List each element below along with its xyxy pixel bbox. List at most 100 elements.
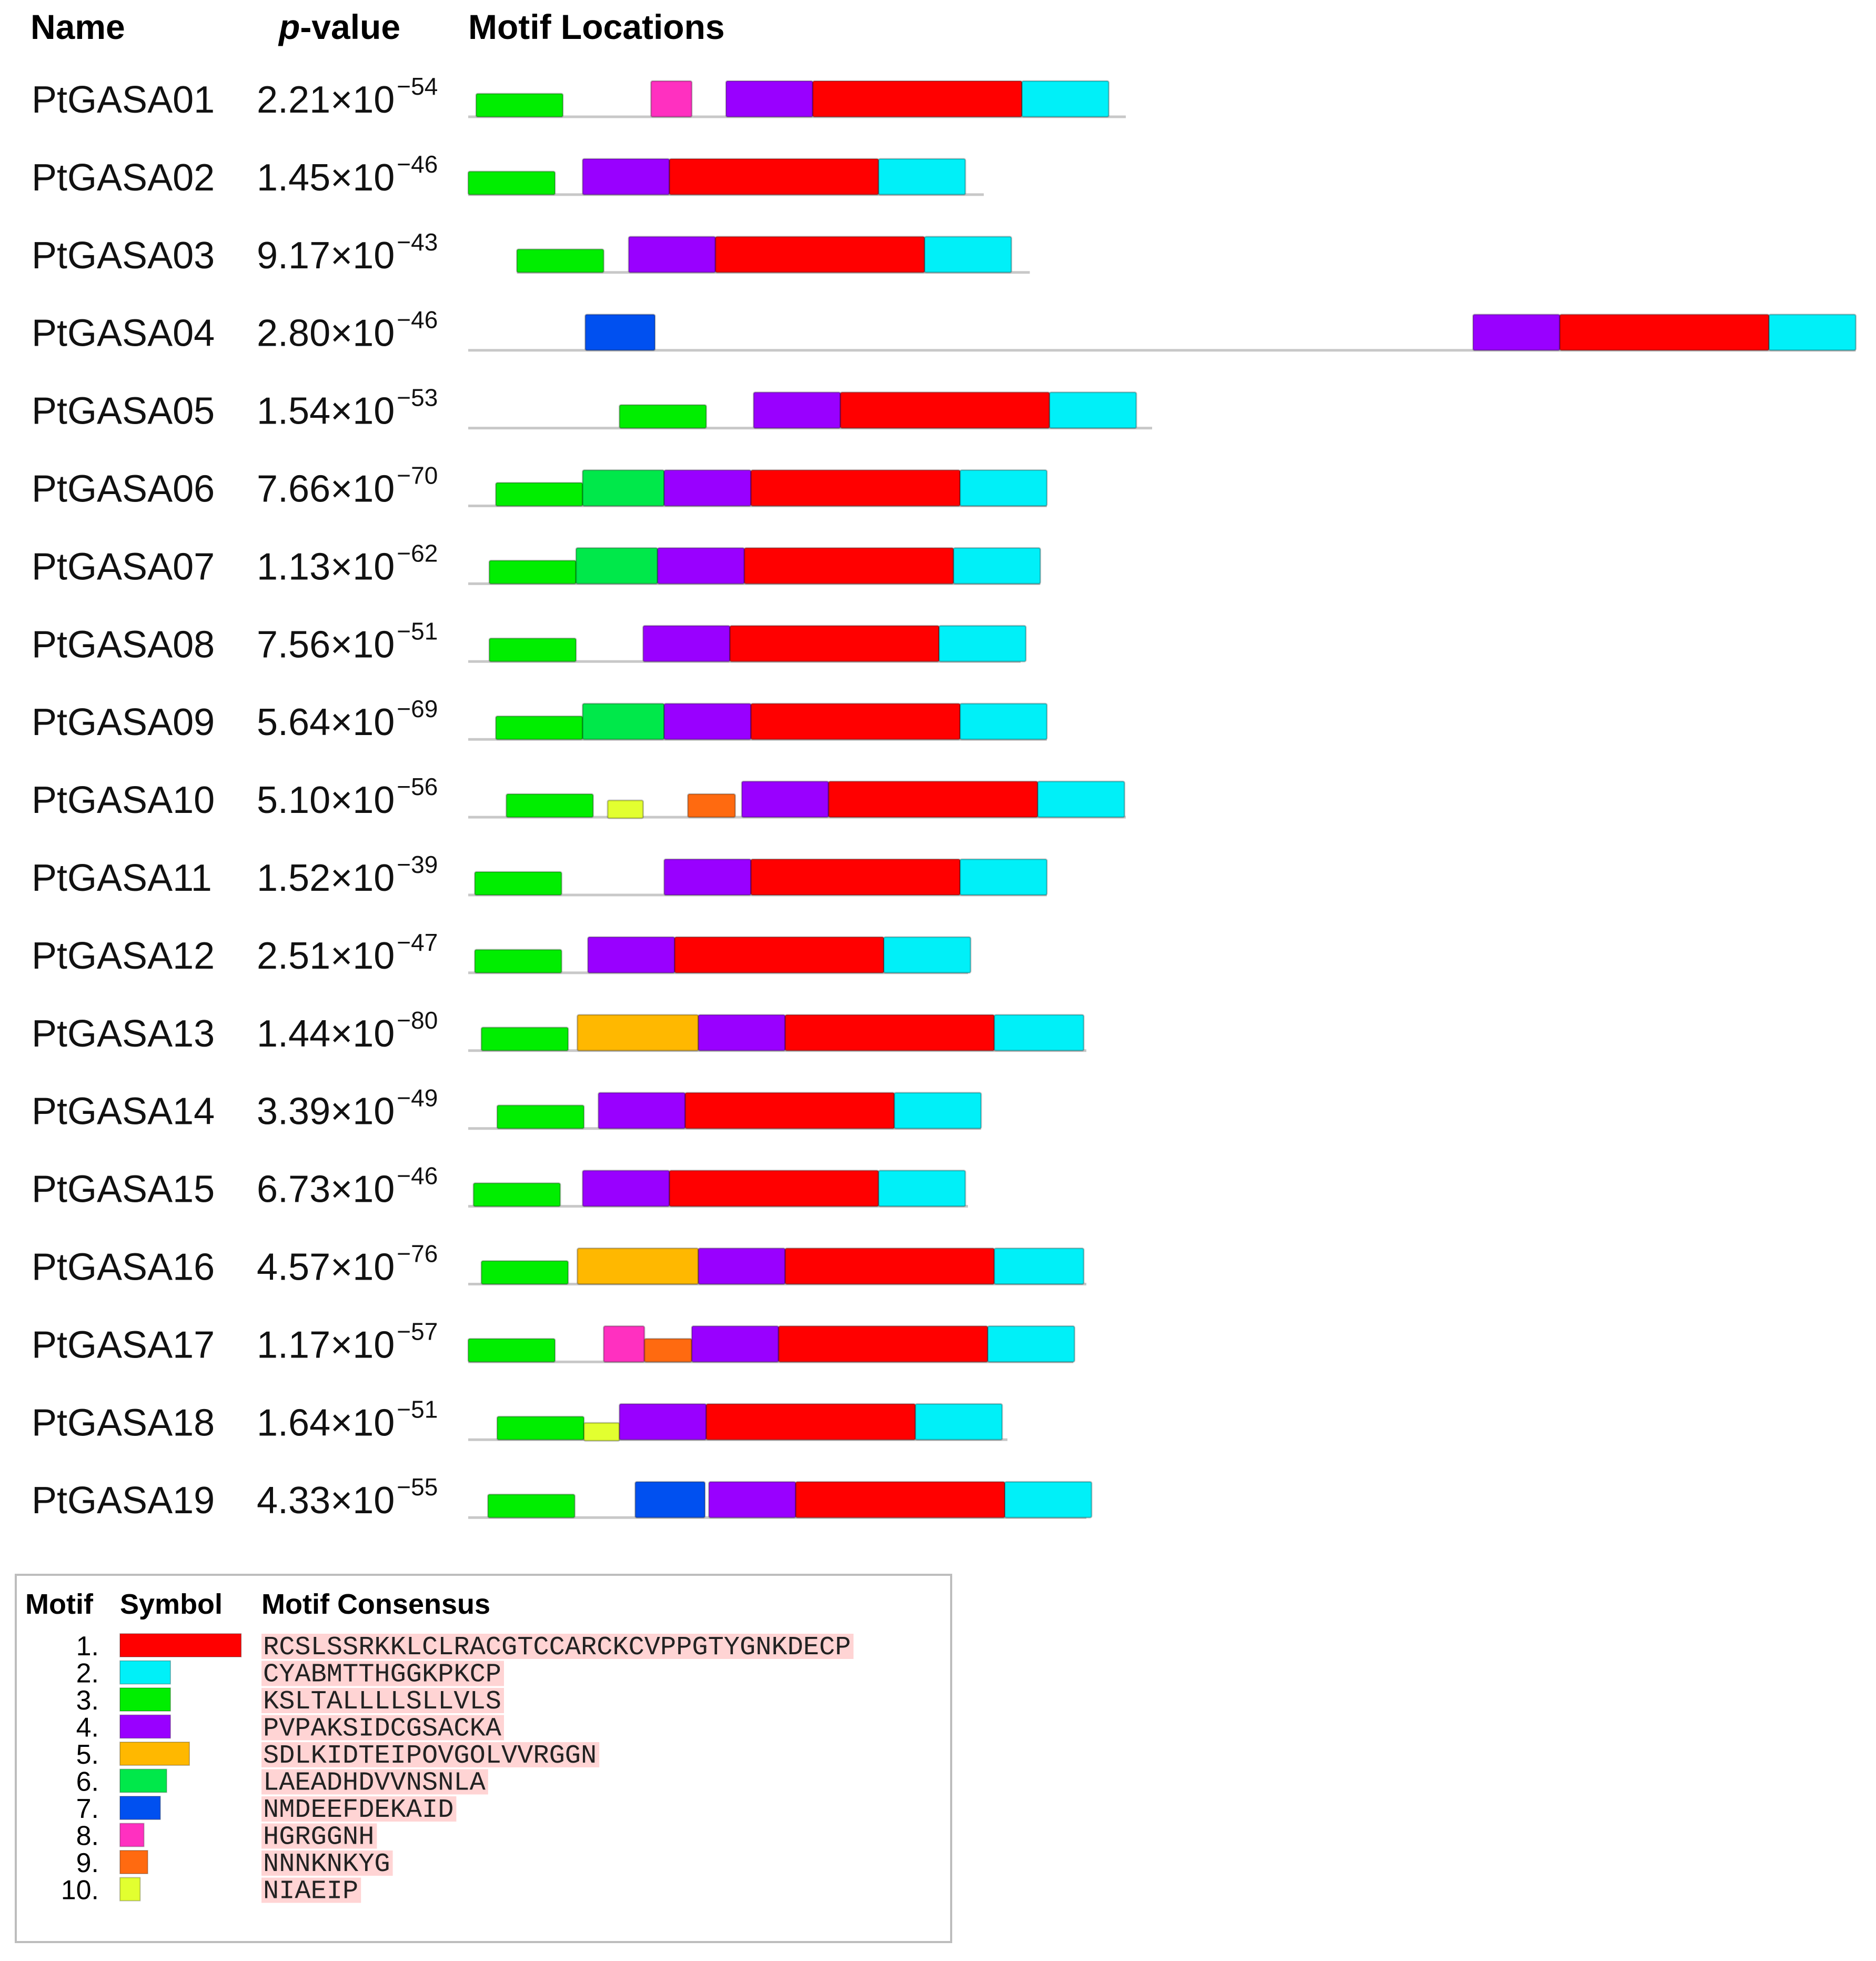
pvalue-mantissa: 3.39 bbox=[257, 1091, 330, 1133]
motif-8-block bbox=[650, 80, 693, 118]
motif-1-block bbox=[784, 1014, 995, 1052]
sequence-pvalue: 4.33×10−55 bbox=[257, 1473, 438, 1522]
pvalue-mantissa: 1.64 bbox=[257, 1402, 330, 1444]
legend-symbol-7 bbox=[119, 1796, 161, 1820]
legend-item: 6. LAEADHDVVNSNLA bbox=[76, 1767, 488, 1798]
legend-motif-number: 8. bbox=[76, 1821, 99, 1852]
sequence-row: PtGASA10 5.10×10−56 bbox=[32, 773, 1126, 821]
legend-consensus: CYABMTTHGGKPKCP bbox=[263, 1660, 501, 1690]
motif-1-block bbox=[778, 1325, 989, 1363]
sequence-row: PtGASA06 7.66×10−70 bbox=[32, 462, 1048, 510]
pvalue-exponent: −53 bbox=[397, 384, 438, 411]
legend-symbol-3 bbox=[119, 1687, 171, 1712]
pvalue-mantissa: 5.10 bbox=[257, 779, 330, 821]
header-motif-locations: Motif Locations bbox=[468, 7, 725, 46]
legend-consensus: NIAEIP bbox=[263, 1877, 358, 1907]
legend-item: 8. HGRGGNH bbox=[76, 1821, 377, 1853]
consensus-highlight bbox=[261, 1661, 504, 1686]
legend-item: 9. NNNKNKYG bbox=[76, 1848, 393, 1879]
motif-3-block bbox=[619, 404, 707, 429]
motif-4-block bbox=[691, 1325, 780, 1363]
motif-1-block bbox=[1559, 314, 1770, 351]
motif-1-block bbox=[840, 391, 1051, 429]
motif-1-block bbox=[684, 1092, 895, 1130]
pvalue-times-ten: ×10 bbox=[330, 1324, 395, 1366]
pvalue-exponent: −46 bbox=[397, 306, 438, 334]
motif-6-block bbox=[575, 547, 659, 585]
legend-consensus: NMDEEFDEKAID bbox=[263, 1795, 453, 1825]
header-pvalue-rest: -value bbox=[300, 7, 400, 46]
motif-4-block bbox=[753, 391, 841, 429]
pvalue-times-ten: ×10 bbox=[330, 779, 395, 821]
pvalue-times-ten: ×10 bbox=[330, 1480, 395, 1522]
motif-2-block bbox=[938, 625, 1027, 662]
pvalue-times-ten: ×10 bbox=[330, 1246, 395, 1289]
legend-items: 1. RCSLSSRKKLCLRACGTCCARCKCVPPGTYGNKDECP2… bbox=[61, 1631, 854, 1907]
consensus-highlight bbox=[261, 1769, 488, 1795]
motif-2-block bbox=[893, 1092, 982, 1130]
pvalue-exponent: −46 bbox=[397, 150, 438, 178]
motif-1-block bbox=[750, 702, 961, 740]
pvalue-mantissa: 9.17 bbox=[257, 235, 330, 277]
sequence-name: PtGASA06 bbox=[32, 468, 215, 510]
sequence-pvalue: 5.10×10−56 bbox=[257, 773, 438, 821]
pvalue-times-ten: ×10 bbox=[330, 1402, 395, 1444]
pvalue-times-ten: ×10 bbox=[330, 390, 395, 433]
motif-1-block bbox=[828, 780, 1038, 818]
sequence-row: PtGASA19 4.33×10−55 bbox=[32, 1473, 1093, 1522]
consensus-highlight bbox=[261, 1742, 600, 1767]
sequence-pvalue: 7.56×10−51 bbox=[257, 617, 438, 666]
sequence-pvalue: 1.45×10−46 bbox=[257, 150, 438, 199]
sequence-name: PtGASA01 bbox=[32, 79, 215, 121]
motif-3-block bbox=[467, 1337, 556, 1363]
pvalue-mantissa: 4.33 bbox=[257, 1480, 330, 1522]
motif-3-block bbox=[495, 715, 583, 740]
legend-motif-number: 5. bbox=[76, 1739, 99, 1770]
motif-2-block bbox=[993, 1014, 1085, 1052]
pvalue-exponent: −46 bbox=[397, 1162, 438, 1190]
pvalue-times-ten: ×10 bbox=[330, 857, 395, 899]
pvalue-times-ten: ×10 bbox=[330, 79, 395, 121]
pvalue-exponent: −51 bbox=[397, 1395, 438, 1423]
motif-2-block bbox=[883, 936, 972, 974]
motif-3-block bbox=[495, 482, 583, 507]
sequence-pvalue: 6.73×10−46 bbox=[257, 1162, 438, 1211]
motif-4-block bbox=[698, 1014, 786, 1052]
pvalue-times-ten: ×10 bbox=[330, 1091, 395, 1133]
motif-2-block bbox=[987, 1325, 1075, 1363]
motif-2-block bbox=[878, 158, 966, 196]
motif-4-block bbox=[619, 1403, 707, 1441]
pvalue-mantissa: 1.52 bbox=[257, 857, 330, 899]
motif-4-block bbox=[657, 547, 745, 585]
motif-legend: Motif Symbol Motif Consensus 1. RCSLSSRKK… bbox=[15, 1574, 952, 1943]
sequence-name: PtGASA19 bbox=[32, 1480, 215, 1522]
sequence-pvalue: 2.80×10−46 bbox=[257, 306, 438, 355]
pvalue-mantissa: 7.56 bbox=[257, 624, 330, 666]
sequence-row: PtGASA02 1.45×10−46 bbox=[32, 150, 984, 199]
legend-symbol-8 bbox=[119, 1823, 145, 1847]
legend-item: 5. SDLKIDTEIPOVGOLVVRGGN bbox=[76, 1739, 600, 1771]
motif-4-block bbox=[663, 469, 752, 507]
legend-item: 10. NIAEIP bbox=[61, 1875, 361, 1907]
motif-2-block bbox=[924, 236, 1012, 274]
motif-4-block bbox=[663, 858, 752, 896]
sequence-row: PtGASA14 3.39×10−49 bbox=[32, 1084, 982, 1133]
legend-motif-number: 10. bbox=[61, 1875, 99, 1906]
motif-3-block bbox=[472, 1182, 561, 1208]
motif-1-block bbox=[750, 469, 961, 507]
sequence-pvalue: 1.64×10−51 bbox=[257, 1395, 438, 1444]
motif-3-block bbox=[480, 1027, 569, 1052]
pvalue-mantissa: 7.66 bbox=[257, 468, 330, 510]
header-name: Name bbox=[31, 7, 125, 46]
sequence-name: PtGASA08 bbox=[32, 624, 215, 666]
pvalue-times-ten: ×10 bbox=[330, 313, 395, 355]
legend-item: 3. KSLTALLLLSLLVLS bbox=[76, 1685, 504, 1717]
legend-consensus: NNNKNKYG bbox=[263, 1849, 390, 1879]
legend-symbol-4 bbox=[119, 1714, 171, 1739]
pvalue-times-ten: ×10 bbox=[330, 1013, 395, 1055]
legend-header-consensus: Motif Consensus bbox=[261, 1588, 490, 1620]
motif-7-block bbox=[634, 1481, 706, 1518]
motif-4-block bbox=[698, 1248, 786, 1285]
pvalue-times-ten: ×10 bbox=[330, 624, 395, 666]
